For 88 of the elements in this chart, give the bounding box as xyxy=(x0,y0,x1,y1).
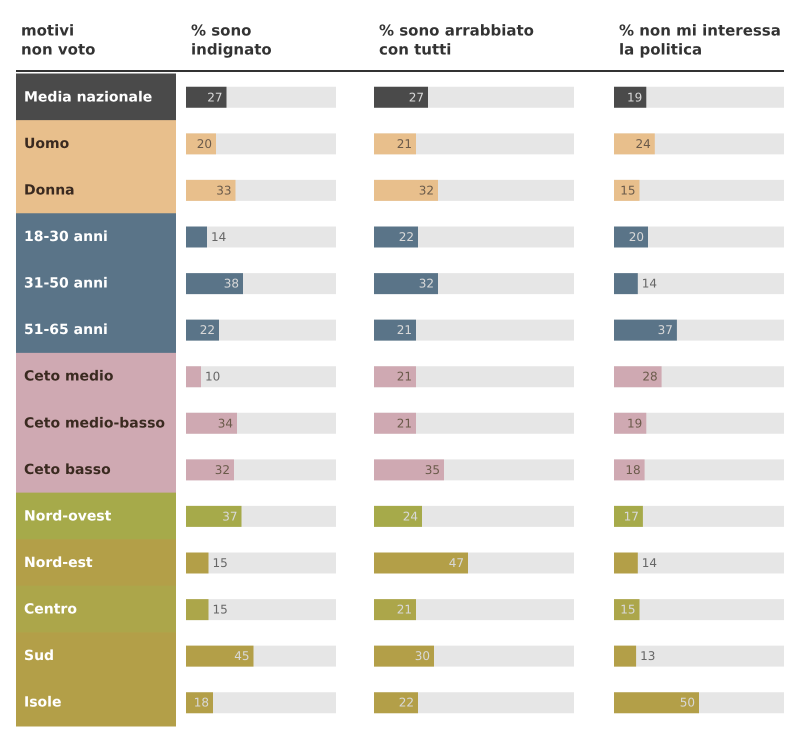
data-label: 32 xyxy=(418,276,434,291)
data-label: 38 xyxy=(224,276,239,291)
bar xyxy=(614,599,640,620)
bar xyxy=(614,226,648,248)
bar xyxy=(186,133,216,154)
bar xyxy=(374,412,416,434)
data-label: 20 xyxy=(628,230,644,244)
bar xyxy=(374,133,416,154)
data-label: 17 xyxy=(624,509,639,524)
data-label: 22 xyxy=(398,230,414,244)
y-tick-label: Donna xyxy=(24,182,75,198)
y-tick-label: Ceto medio-basso xyxy=(24,415,166,432)
data-label: 15 xyxy=(620,183,636,198)
data-label: 14 xyxy=(211,230,226,244)
data-label: 14 xyxy=(642,276,658,291)
bar xyxy=(374,599,416,620)
bar xyxy=(186,599,208,620)
y-tick-label: 51-65 anni xyxy=(24,322,108,338)
data-label: 30 xyxy=(414,649,430,664)
y-tick-label: Uomo xyxy=(24,136,70,152)
data-label: 14 xyxy=(642,556,658,570)
data-label: 37 xyxy=(222,509,238,524)
data-label: 15 xyxy=(212,556,228,570)
data-label: 13 xyxy=(640,649,656,664)
chart-title: % non mi interessa la politica xyxy=(619,22,781,58)
bar xyxy=(186,226,207,248)
bar xyxy=(186,86,226,108)
bar xyxy=(374,320,416,341)
data-label: 27 xyxy=(408,90,424,104)
data-label: 21 xyxy=(396,323,412,338)
bar xyxy=(614,646,636,667)
data-label: 19 xyxy=(627,416,642,430)
y-tick-label: Nord-ovest xyxy=(24,508,112,524)
data-label: 50 xyxy=(680,696,695,710)
data-label: 21 xyxy=(396,370,412,384)
bar xyxy=(374,86,428,108)
bar xyxy=(374,692,418,714)
data-label: 34 xyxy=(218,416,233,430)
bar xyxy=(614,86,646,108)
chart-title: % sono arrabbiato con tutti xyxy=(379,22,534,58)
data-label: 35 xyxy=(424,462,440,477)
bar xyxy=(614,412,646,434)
data-label: 15 xyxy=(620,602,636,617)
y-tick-label: Centro xyxy=(24,602,78,618)
y-tick-label: 18-30 anni xyxy=(24,229,108,245)
data-label: 32 xyxy=(214,462,230,477)
data-label: 18 xyxy=(194,696,209,710)
bar xyxy=(186,320,219,341)
data-label: 15 xyxy=(212,602,228,617)
bar xyxy=(374,506,422,527)
data-label: 33 xyxy=(216,183,232,198)
data-label: 21 xyxy=(396,136,412,151)
data-label: 28 xyxy=(642,370,658,384)
data-label: 22 xyxy=(200,323,215,338)
data-label: 10 xyxy=(205,370,220,384)
bar xyxy=(374,366,416,388)
chart-title: % sono indignato xyxy=(191,22,272,58)
bar xyxy=(614,459,645,480)
data-label: 47 xyxy=(448,556,464,570)
bar xyxy=(614,366,662,388)
y-tick-label: Isole xyxy=(24,694,62,711)
data-label: 18 xyxy=(625,462,641,477)
data-label: 24 xyxy=(636,136,651,151)
bar xyxy=(614,552,638,574)
y-tick-label: Ceto medio xyxy=(24,368,114,385)
bar xyxy=(614,133,655,154)
data-label: 37 xyxy=(658,323,673,338)
data-label: 21 xyxy=(396,602,412,617)
data-label: 22 xyxy=(398,696,414,710)
y-tick-label: Nord-est xyxy=(24,555,93,571)
y-axis-title: motivi non voto xyxy=(21,22,96,58)
data-label: 19 xyxy=(627,90,642,104)
bar xyxy=(186,552,208,574)
data-label: 45 xyxy=(234,649,250,664)
bar xyxy=(614,273,638,294)
y-tick-label: Ceto basso xyxy=(24,462,112,478)
bar xyxy=(186,366,201,388)
bar xyxy=(614,180,640,201)
data-label: 27 xyxy=(207,90,222,104)
data-label: 24 xyxy=(402,509,418,524)
data-label: 20 xyxy=(196,136,212,151)
data-label: 32 xyxy=(418,183,434,198)
data-label: 21 xyxy=(396,416,412,430)
y-tick-label: Media nazionale xyxy=(24,89,152,106)
bar xyxy=(614,506,643,527)
bar xyxy=(374,226,418,248)
y-tick-label: 31-50 anni xyxy=(24,276,108,292)
y-tick-label: Sud xyxy=(24,648,54,664)
